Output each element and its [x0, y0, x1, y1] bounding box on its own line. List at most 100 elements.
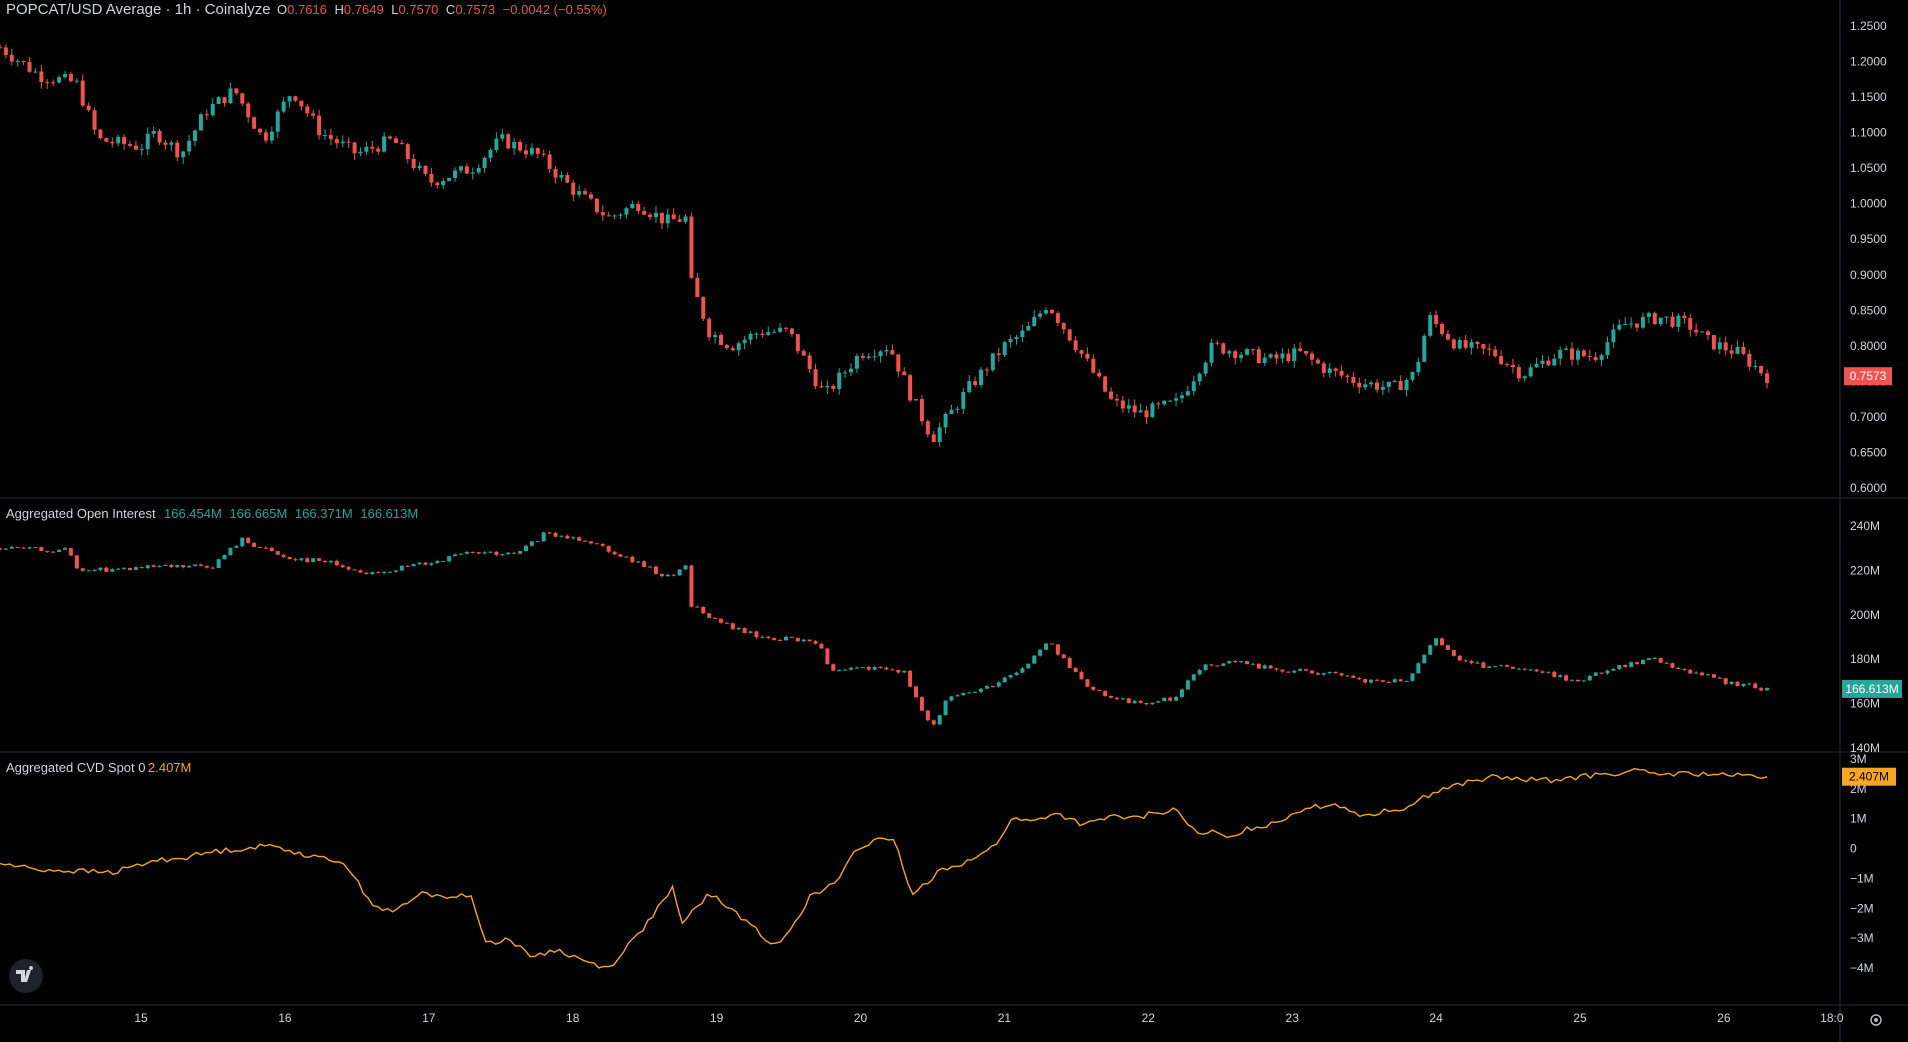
y-tick-label: 0.9500: [1850, 232, 1887, 246]
candle-body: [116, 136, 121, 144]
candle-body: [9, 54, 14, 62]
open-interest-candles: [0, 531, 1770, 726]
candle-body: [701, 606, 706, 614]
price-legend[interactable]: POPCAT/USD Average · 1h · Coinalyze O0.7…: [6, 1, 607, 18]
symbol-title[interactable]: POPCAT/USD Average · 1h · Coinalyze: [6, 1, 271, 18]
y-tick-label: 160M: [1850, 697, 1880, 711]
y-tick-label: 1.2000: [1850, 55, 1887, 69]
oi-values: 166.454M 166.665M 166.371M 166.613M: [164, 506, 418, 521]
candle-body: [707, 613, 712, 618]
candle-body: [872, 356, 877, 358]
candle-body: [624, 208, 629, 215]
candle-body: [671, 574, 676, 576]
candle-body: [778, 327, 783, 332]
candle-body: [1451, 339, 1456, 349]
candle-body: [866, 667, 871, 670]
candle-body: [1357, 677, 1362, 680]
candle-body: [80, 568, 85, 571]
candle-body: [57, 77, 62, 83]
candle-body: [1061, 654, 1066, 658]
open-interest-axis[interactable]: 240M 220M 200M 180M 160M 140M: [1850, 519, 1880, 755]
x-tick-label: 23: [1286, 1011, 1300, 1025]
candle-body: [718, 618, 723, 623]
candle-body: [943, 700, 948, 716]
y-tick-label: 0.7000: [1850, 410, 1887, 424]
candle-body: [33, 547, 38, 549]
oi-legend[interactable]: Aggregated Open Interest 166.454M 166.66…: [6, 506, 418, 521]
candle-body: [1487, 666, 1492, 668]
candle-body: [1380, 386, 1385, 390]
candle-body: [246, 537, 251, 543]
candle-body: [931, 434, 936, 442]
candle-body: [996, 353, 1001, 356]
candle-body: [1617, 665, 1622, 669]
candle-body: [1044, 643, 1049, 650]
candle-body: [305, 558, 310, 563]
candle-body: [1510, 666, 1515, 669]
candle-body: [370, 146, 375, 149]
time-axis[interactable]: 15 16 17 18 19 20 21 22 23 24 25 26 18:0: [134, 1011, 1844, 1025]
candle-body: [955, 408, 960, 410]
candle-body: [1546, 360, 1551, 366]
candle-body: [145, 133, 150, 150]
open-interest-pane[interactable]: [0, 531, 1770, 726]
candle-body: [482, 552, 487, 554]
candle-body: [1369, 382, 1374, 385]
candle-body: [1221, 343, 1226, 354]
candle-body: [689, 216, 694, 278]
price-pane[interactable]: [0, 43, 1770, 447]
candle-body: [92, 570, 97, 572]
candle-body: [665, 214, 670, 224]
candle-body: [494, 138, 499, 150]
candle-body: [1351, 376, 1356, 383]
candle-body: [1652, 313, 1657, 325]
candle-body: [275, 551, 280, 555]
candle-body: [683, 216, 688, 222]
candle-body: [1061, 323, 1066, 330]
candle-body: [778, 639, 783, 641]
candle-body: [293, 559, 298, 561]
candle-body: [187, 140, 192, 152]
candle-body: [1309, 353, 1314, 360]
candle-body: [1262, 357, 1267, 364]
candle-body: [287, 556, 292, 560]
candle-body: [1014, 337, 1019, 339]
candle-body: [405, 565, 410, 567]
candle-body: [157, 565, 162, 568]
candle-body: [1747, 683, 1752, 685]
cvd-legend[interactable]: Aggregated CVD Spot 0 2.407M: [6, 760, 191, 775]
candle-body: [447, 556, 452, 562]
settings-gear-icon[interactable]: [1870, 1014, 1882, 1026]
candle-body: [340, 565, 345, 568]
candle-body: [1422, 335, 1427, 362]
candle-body: [843, 669, 848, 671]
candle-body: [1581, 350, 1586, 357]
candle-body: [1528, 367, 1533, 377]
candle-body: [1640, 659, 1645, 665]
candle-body: [748, 631, 753, 633]
candle-body: [1469, 661, 1474, 664]
candle-body: [57, 549, 62, 552]
cvd-last-value: 2.407M: [1849, 770, 1889, 784]
candle-body: [62, 548, 67, 550]
candle-body: [1552, 358, 1557, 366]
candle-body: [334, 139, 339, 144]
candle-body: [1469, 341, 1474, 348]
candle-body: [476, 552, 481, 554]
candle-body: [961, 392, 966, 409]
cvd-pane[interactable]: [0, 767, 1768, 969]
candle-body: [287, 96, 292, 102]
candle-body: [246, 103, 251, 118]
cvd-title: Aggregated CVD Spot 0: [6, 760, 145, 775]
candle-body: [1233, 351, 1238, 359]
candle-body: [565, 535, 570, 539]
candle-body: [1593, 357, 1598, 360]
candle-body: [198, 114, 203, 131]
candle-body: [1280, 669, 1285, 672]
candle-body: [435, 182, 440, 186]
tradingview-logo[interactable]: [9, 959, 43, 993]
x-tick-label: 17: [422, 1011, 436, 1025]
candle-body: [1765, 687, 1770, 691]
candle-body: [1676, 315, 1681, 327]
candle-body: [896, 669, 901, 673]
